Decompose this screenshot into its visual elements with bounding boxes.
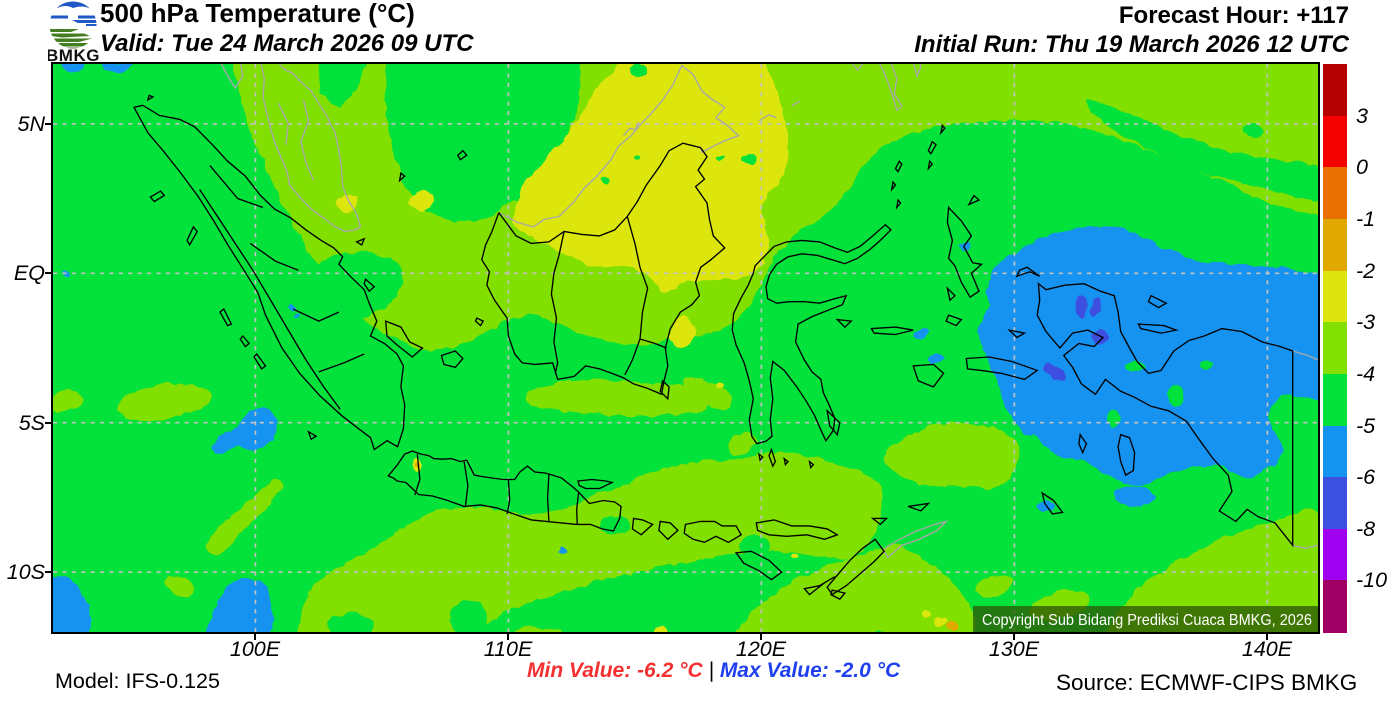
svg-text:BMKG: BMKG xyxy=(48,46,100,63)
svg-text:Copyright Sub Bidang Prediksi: Copyright Sub Bidang Prediksi Cuaca BMKG… xyxy=(982,612,1312,629)
